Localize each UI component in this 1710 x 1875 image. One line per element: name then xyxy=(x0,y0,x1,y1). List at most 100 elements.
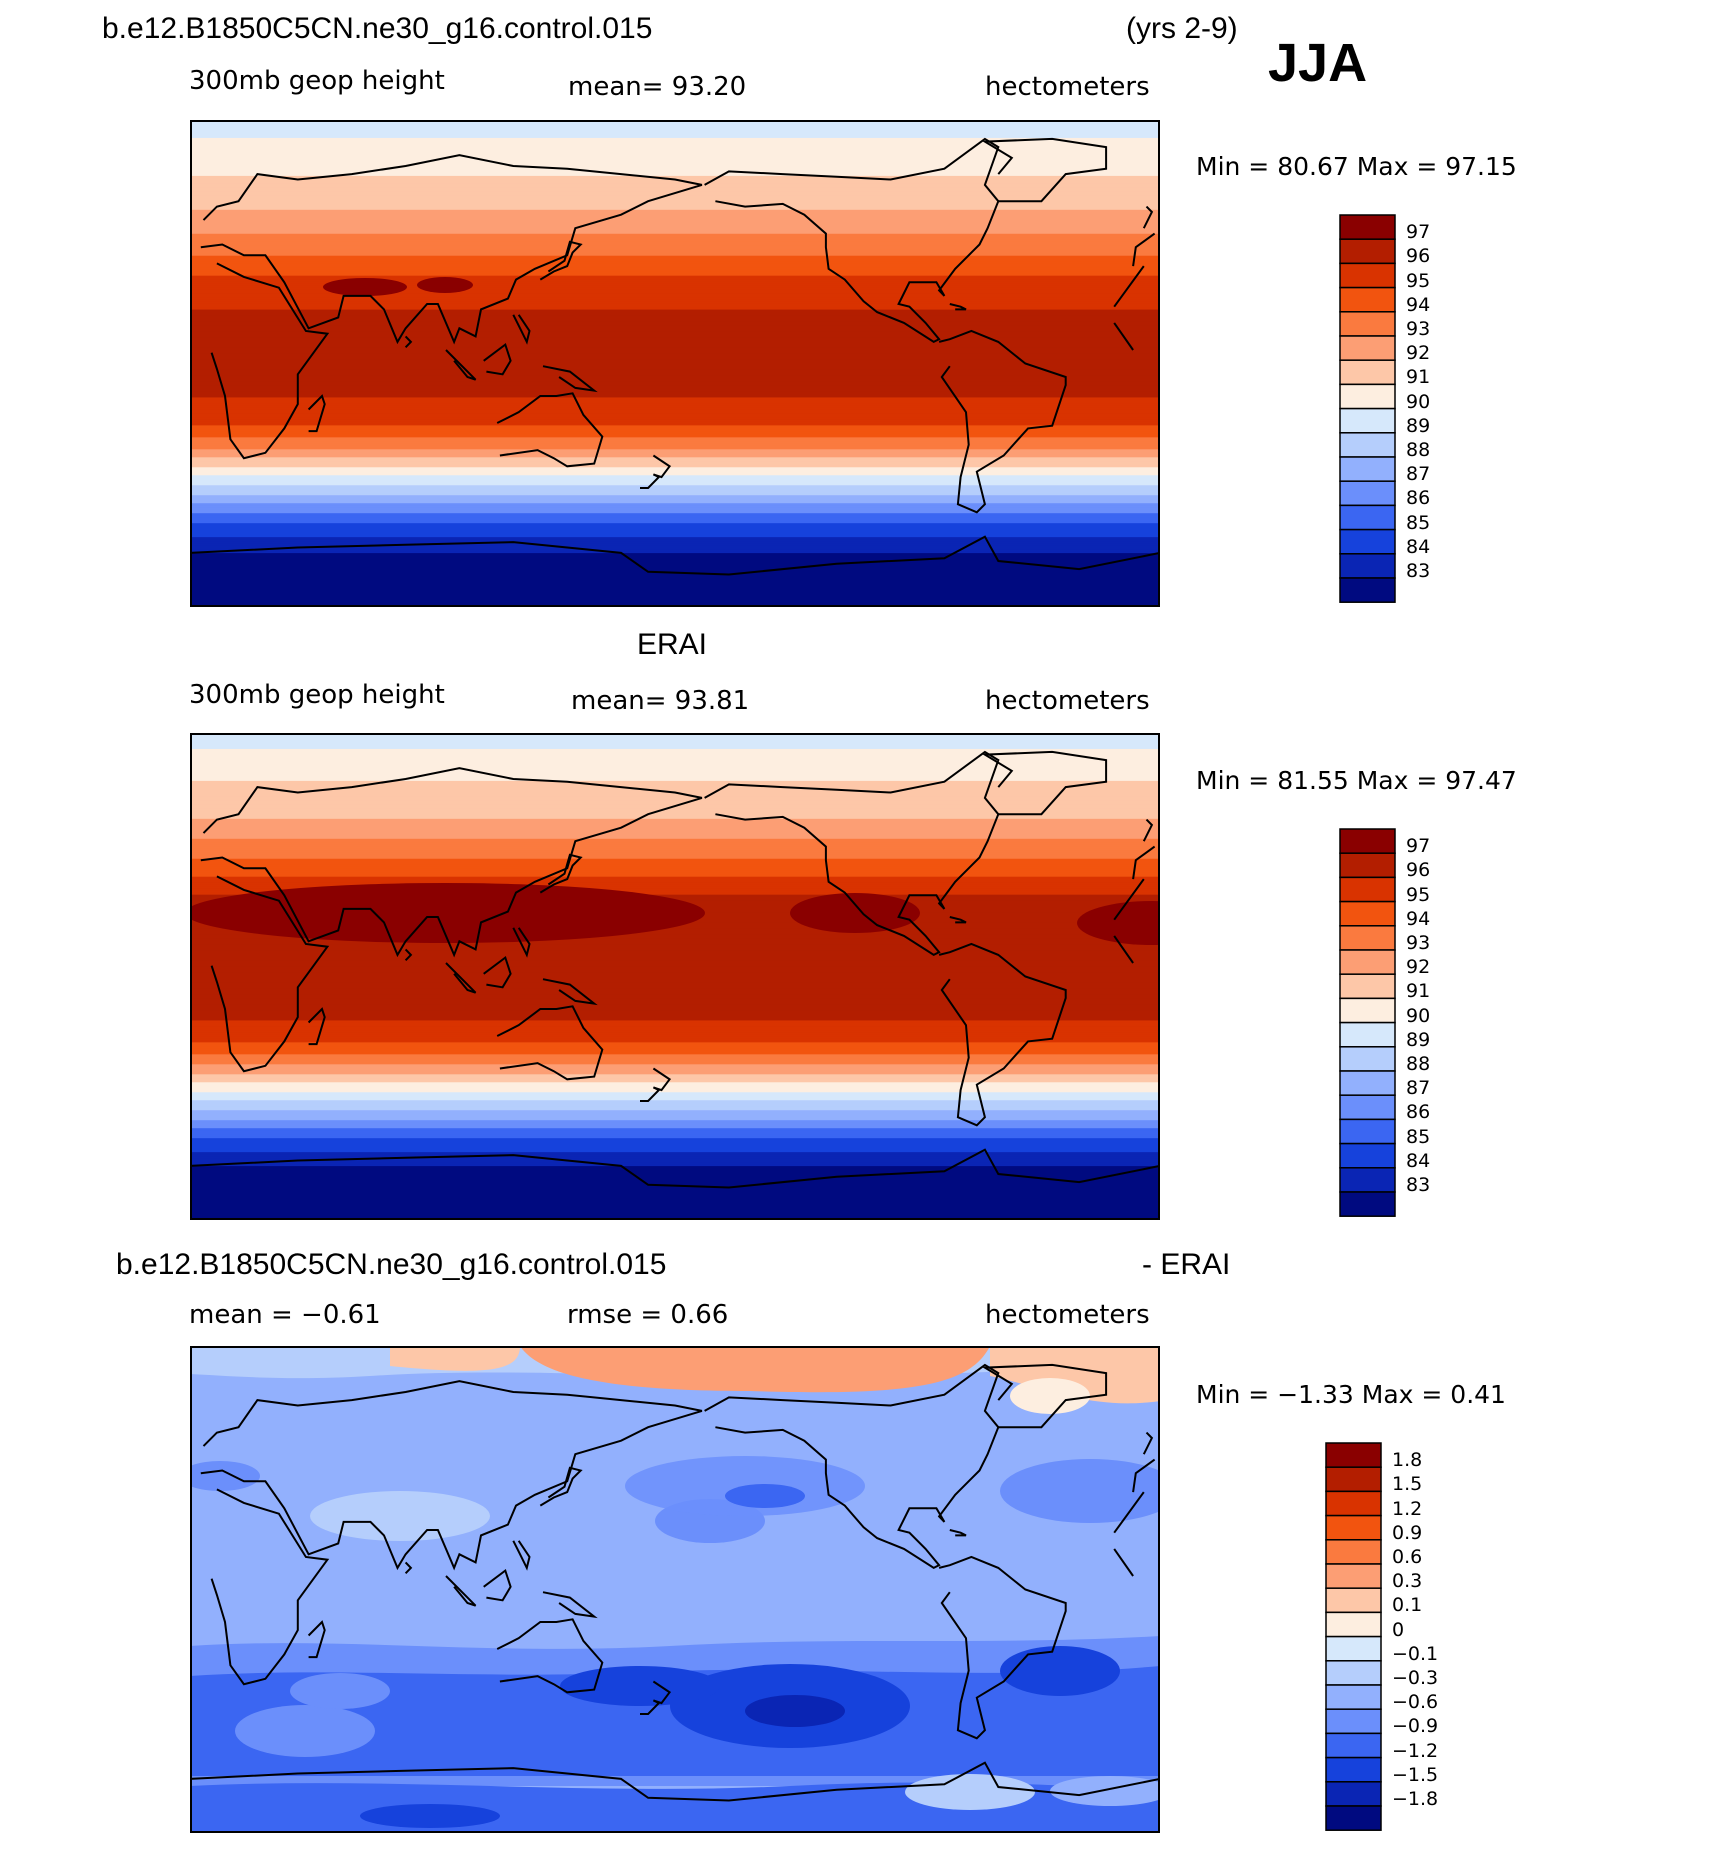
colorbar-label: 0.6 xyxy=(1392,1546,1423,1568)
model-contour-map xyxy=(190,120,1160,607)
coastline xyxy=(704,137,1000,344)
colorbar-label: 89 xyxy=(1406,1028,1431,1051)
coastline xyxy=(404,948,413,962)
colorbar-swatch xyxy=(1339,407,1396,434)
colorbar-label: −1.8 xyxy=(1392,1788,1439,1810)
colorbar-label: 83 xyxy=(1406,1174,1431,1196)
colorbar-label: 0 xyxy=(1392,1618,1405,1641)
coastline xyxy=(949,916,967,924)
colorbar-swatch xyxy=(1339,1118,1396,1145)
coastline xyxy=(542,365,598,393)
colorbar-label: 1.2 xyxy=(1392,1497,1423,1520)
coastline xyxy=(496,392,604,468)
coastline xyxy=(640,1086,661,1102)
panel-model-title: b.e12.B1850C5CN.ne30_g16.control.015 xyxy=(102,12,653,45)
colorbar-swatch xyxy=(1339,504,1396,531)
colorbar-label: 85 xyxy=(1406,511,1431,534)
coastline xyxy=(542,1591,598,1619)
colorbar-swatches xyxy=(1325,1442,1382,1831)
colorbar-label: 92 xyxy=(1406,342,1431,365)
colorbar-swatch xyxy=(1339,456,1396,482)
panel-model-years: (yrs 2-9) xyxy=(1126,12,1238,45)
coastline xyxy=(704,750,1000,957)
colorbar-label: 92 xyxy=(1406,956,1431,979)
coastline xyxy=(190,1148,1160,1189)
colorbar-swatch xyxy=(1339,1094,1396,1121)
colorbar-swatch xyxy=(1325,1635,1382,1662)
coastline xyxy=(483,342,512,376)
colorbar-label: 96 xyxy=(1406,245,1431,268)
colorbar-swatch xyxy=(1339,311,1396,337)
colorbar-swatch xyxy=(1339,214,1396,240)
coastline xyxy=(938,329,1067,514)
panel-diff-rmse: rmse = 0.66 xyxy=(567,1300,729,1330)
diff-contour-map xyxy=(190,1346,1160,1833)
coastline xyxy=(949,303,967,311)
colorbar-label: 1.5 xyxy=(1392,1473,1423,1496)
colorbar-label: 87 xyxy=(1406,463,1431,486)
coastline xyxy=(938,1555,1067,1740)
coastline xyxy=(307,1007,326,1046)
colorbar-swatch xyxy=(1339,925,1396,951)
colorbar-label: 1.8 xyxy=(1392,1449,1423,1472)
coastline xyxy=(404,335,413,349)
colorbar-swatch xyxy=(1325,1563,1382,1589)
panel-obs-variable: 300mb geop height xyxy=(189,680,445,710)
colorbar-swatch xyxy=(1339,577,1396,603)
colorbar-label: 0.9 xyxy=(1392,1521,1423,1544)
panel-obs-minmax: Min = 81.55 Max = 97.47 xyxy=(1196,766,1517,795)
colorbar-label: 97 xyxy=(1406,221,1431,244)
coastline xyxy=(210,1488,1145,1686)
colorbar-label: 91 xyxy=(1406,366,1431,389)
colorbar-swatch xyxy=(1325,1684,1382,1710)
coastline xyxy=(512,314,531,345)
panel-model-map xyxy=(190,120,1160,607)
colorbar-label: 93 xyxy=(1406,932,1431,954)
obs-contour-map xyxy=(190,733,1160,1220)
colorbar-label: 87 xyxy=(1406,1077,1431,1100)
colorbar-label: 89 xyxy=(1406,414,1431,437)
colorbar-label: 0.3 xyxy=(1392,1570,1423,1593)
colorbar-label: 95 xyxy=(1406,883,1431,906)
colorbar-swatch xyxy=(1339,238,1396,265)
colorbar-swatch xyxy=(1339,528,1396,555)
coastline xyxy=(307,394,326,433)
coastline xyxy=(496,1618,604,1694)
panel-diff-map xyxy=(190,1346,1160,1833)
colorbar-label: 86 xyxy=(1406,1101,1431,1124)
colorbar-swatch xyxy=(1339,973,1396,1000)
coastline xyxy=(938,942,1067,1127)
coastline xyxy=(949,1529,967,1537)
colorbar-swatch xyxy=(1339,1142,1396,1169)
colorbar-label: −0.1 xyxy=(1392,1642,1439,1665)
coastline xyxy=(640,1699,661,1715)
coastline xyxy=(190,1761,1160,1802)
colorbar-swatch xyxy=(1325,1805,1382,1831)
panel-obs-mean: mean= 93.81 xyxy=(571,686,750,716)
panel-diff-title: b.e12.B1850C5CN.ne30_g16.control.015 xyxy=(116,1248,667,1281)
colorbar-swatch xyxy=(1325,1587,1382,1614)
colorbar-swatch xyxy=(1325,1611,1382,1638)
coastline xyxy=(445,1575,477,1607)
panel-obs-units: hectometers xyxy=(985,686,1150,716)
colorbar-swatch xyxy=(1339,828,1396,854)
colorbar-label: 85 xyxy=(1406,1125,1431,1148)
coastline xyxy=(200,1380,1156,1571)
coastline xyxy=(539,853,583,894)
colorbar-label: 91 xyxy=(1406,980,1431,1003)
coastline xyxy=(981,1363,1108,1429)
colorbar-swatch xyxy=(1339,852,1396,879)
colorbar-label: −0.6 xyxy=(1392,1691,1439,1714)
colorbar-swatch xyxy=(1339,1021,1396,1048)
colorbar-label: 97 xyxy=(1406,835,1431,858)
coastline xyxy=(200,154,1156,345)
panel-model-units: hectometers xyxy=(985,72,1150,102)
panel-model-mean: mean= 93.20 xyxy=(568,72,747,102)
colorbar-swatch xyxy=(1339,1191,1396,1217)
colorbar-label: 84 xyxy=(1406,1149,1431,1172)
coastline xyxy=(210,875,1145,1073)
panel-diff-minmax: Min = −1.33 Max = 0.41 xyxy=(1196,1380,1506,1409)
coastline xyxy=(404,1561,413,1575)
colorbar-swatch xyxy=(1339,1046,1396,1072)
colorbar-label: −0.9 xyxy=(1392,1715,1439,1738)
